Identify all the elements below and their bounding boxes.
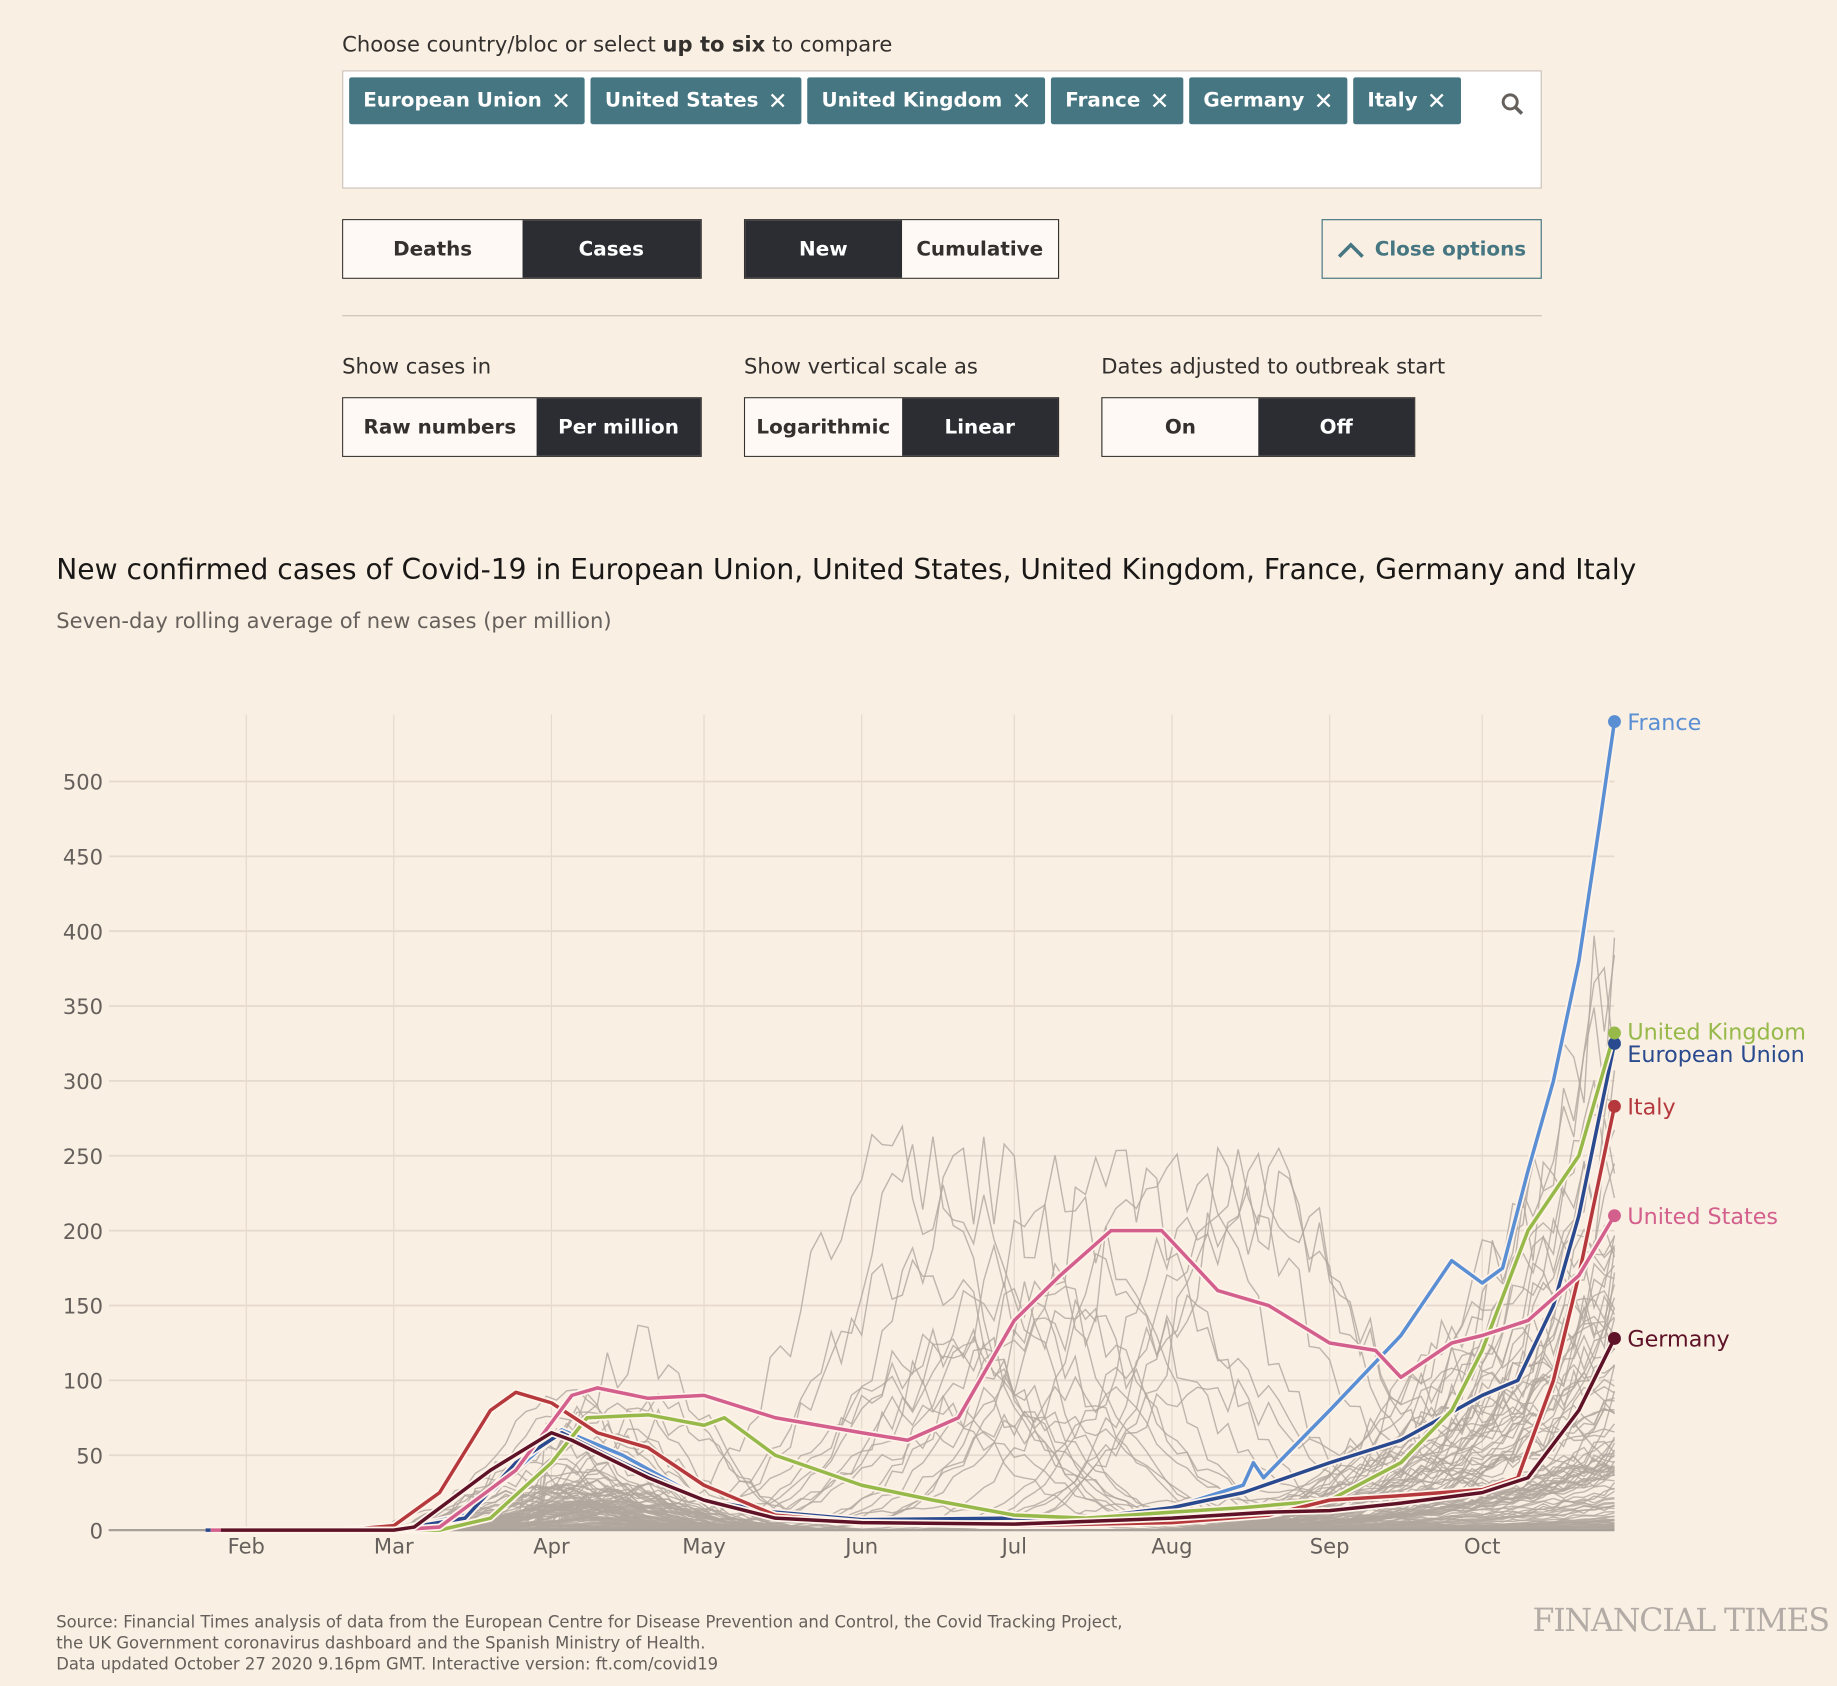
series-label: United States <box>1627 1204 1778 1230</box>
cases-button[interactable]: Cases <box>521 220 701 278</box>
series-line-germany <box>220 1337 1617 1532</box>
prompt-text: Choose country/bloc or select <box>342 32 663 58</box>
country-tag-label: United States <box>604 89 759 113</box>
metric-toggle: Deaths Cases <box>342 219 702 279</box>
country-tag-label: European Union <box>363 89 542 113</box>
y-tick-label: 350 <box>63 994 103 1019</box>
y-tick-label: 500 <box>63 770 103 795</box>
chart-subtitle: Seven-day rolling average of new cases (… <box>56 609 612 634</box>
y-tick-label: 0 <box>90 1518 103 1543</box>
series-end-dot <box>1608 1026 1621 1040</box>
y-tick-label: 450 <box>63 845 103 870</box>
remove-tag-icon[interactable]: ✕ <box>1313 86 1334 115</box>
prompt-bold: up to six <box>662 32 766 58</box>
series-label: France <box>1627 710 1701 736</box>
series-label: Germany <box>1627 1327 1729 1353</box>
x-tick-label: Jun <box>843 1534 878 1559</box>
country-tag: France ✕ <box>1051 77 1184 125</box>
prompt-text-end: to compare <box>765 32 893 58</box>
off-button[interactable]: Off <box>1258 398 1415 456</box>
x-tick-label: Oct <box>1464 1534 1500 1559</box>
country-tag-label: France <box>1065 89 1141 113</box>
units-toggle: Raw numbers Per million <box>342 397 702 457</box>
country-tag: Italy ✕ <box>1353 77 1461 125</box>
y-tick-label: 300 <box>63 1069 103 1094</box>
series-label: European Union <box>1627 1042 1804 1068</box>
y-tick-label: 50 <box>76 1443 103 1468</box>
source-note: Source: Financial Times analysis of data… <box>56 1612 1122 1675</box>
country-tag-label: Italy <box>1367 89 1418 113</box>
remove-tag-icon[interactable]: ✕ <box>1426 86 1447 115</box>
y-tick-label: 150 <box>63 1294 103 1319</box>
logarithmic-button[interactable]: Logarithmic <box>745 398 902 456</box>
ft-logo: FINANCIAL TIMES <box>1532 1602 1830 1640</box>
y-tick-label: 100 <box>63 1369 103 1394</box>
series-line-united-states <box>210 1214 1616 1532</box>
x-tick-label: Feb <box>228 1534 265 1559</box>
y-tick-label: 400 <box>63 919 103 944</box>
series-end-dot <box>1608 1332 1621 1345</box>
scale-toggle: Logarithmic Linear <box>743 397 1060 457</box>
chart-title: New confirmed cases of Covid-19 in Europ… <box>56 552 1637 586</box>
country-tag-label: United Kingdom <box>821 89 1003 113</box>
series-end-dot <box>1608 1209 1621 1223</box>
series-label: Italy <box>1627 1095 1675 1121</box>
units-label: Show cases in <box>342 354 492 380</box>
selector-prompt: Choose country/bloc or select up to six … <box>342 33 892 58</box>
linear-button[interactable]: Linear <box>901 398 1058 456</box>
scale-label: Show vertical scale as <box>743 354 978 380</box>
country-tag: United Kingdom ✕ <box>807 77 1046 125</box>
raw-numbers-button[interactable]: Raw numbers <box>343 398 537 456</box>
x-tick-label: Sep <box>1310 1534 1350 1559</box>
per-million-button[interactable]: Per million <box>536 398 701 456</box>
series-label: United Kingdom <box>1627 1020 1806 1046</box>
y-tick-label: 200 <box>63 1219 103 1244</box>
adjust-toggle: On Off <box>1101 397 1416 457</box>
chevron-up-icon <box>1338 241 1365 258</box>
series-end-dot <box>1608 1099 1621 1113</box>
search-icon[interactable] <box>1501 93 1527 119</box>
y-tick-label: 250 <box>63 1144 103 1169</box>
x-tick-label: Apr <box>533 1534 570 1559</box>
mode-toggle: New Cumulative <box>743 219 1060 279</box>
close-options-label: Close options <box>1374 237 1527 261</box>
source-line-1: Source: Financial Times analysis of data… <box>56 1613 1123 1633</box>
updated-line: Data updated October 27 2020 9.16pm GMT.… <box>56 1655 719 1675</box>
x-tick-label: Jul <box>1000 1534 1027 1559</box>
remove-tag-icon[interactable]: ✕ <box>551 86 571 115</box>
remove-tag-icon[interactable]: ✕ <box>1149 86 1170 115</box>
country-tag: European Union ✕ <box>349 77 585 125</box>
on-button[interactable]: On <box>1102 398 1259 456</box>
new-button[interactable]: New <box>745 220 902 278</box>
country-tag-label: Germany <box>1203 89 1305 113</box>
remove-tag-icon[interactable]: ✕ <box>767 86 788 115</box>
divider <box>342 315 1542 317</box>
cumulative-button[interactable]: Cumulative <box>901 220 1058 278</box>
adjust-label: Dates adjusted to outbreak start <box>1101 354 1446 380</box>
series-end-dot <box>1608 715 1621 729</box>
country-tag: Germany ✕ <box>1189 77 1348 125</box>
series-end-dot <box>1608 1037 1621 1050</box>
x-tick-label: Mar <box>374 1534 414 1559</box>
line-chart: 0 50 100 150 200 250 300 350 400 450 500 Feb Mar Apr M… <box>63 710 1806 1559</box>
country-search-input[interactable]: European Union ✕ United States ✕ United King… <box>342 70 1542 189</box>
deaths-button[interactable]: Deaths <box>343 220 522 278</box>
country-tag: United States ✕ <box>590 77 802 125</box>
source-line-2: the UK Government coronavirus dashboard … <box>56 1634 706 1654</box>
remove-tag-icon[interactable]: ✕ <box>1011 86 1032 115</box>
x-tick-label: Aug <box>1151 1534 1192 1559</box>
close-options-button[interactable]: Close options <box>1321 219 1542 279</box>
x-tick-label: May <box>682 1534 726 1559</box>
